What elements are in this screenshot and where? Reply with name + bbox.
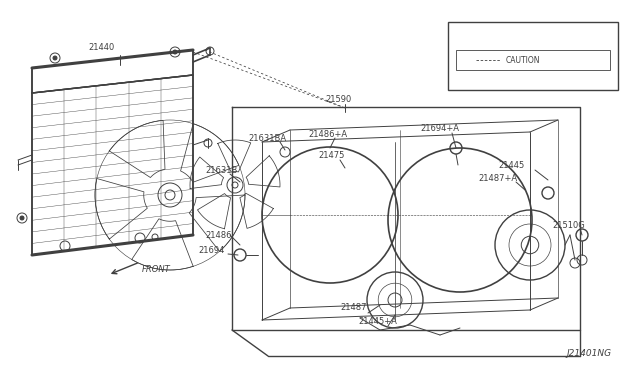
Text: 21445: 21445 — [498, 160, 524, 170]
Bar — [448, 22, 618, 90]
Text: 21631BA: 21631BA — [248, 134, 286, 142]
Circle shape — [53, 56, 57, 60]
Text: 21445+A: 21445+A — [358, 317, 397, 327]
Circle shape — [173, 50, 177, 54]
Text: 21694: 21694 — [198, 246, 225, 254]
Text: 21487+A: 21487+A — [478, 173, 517, 183]
Text: CAUTION: CAUTION — [506, 55, 541, 64]
Text: FRONT: FRONT — [142, 266, 171, 275]
Circle shape — [20, 216, 24, 220]
Text: 21599N: 21599N — [515, 29, 550, 38]
Text: 21631B: 21631B — [205, 166, 237, 174]
Text: 21486: 21486 — [205, 231, 232, 240]
Text: 21475: 21475 — [318, 151, 344, 160]
Text: 21486+A: 21486+A — [308, 129, 347, 138]
Text: J21401NG: J21401NG — [567, 349, 612, 358]
Text: 21440: 21440 — [88, 42, 115, 51]
Text: 21510G: 21510G — [552, 221, 585, 230]
Text: 21590: 21590 — [325, 94, 351, 103]
Text: 21694+A: 21694+A — [420, 124, 459, 132]
Bar — [456, 50, 610, 70]
Text: 21487: 21487 — [340, 304, 367, 312]
